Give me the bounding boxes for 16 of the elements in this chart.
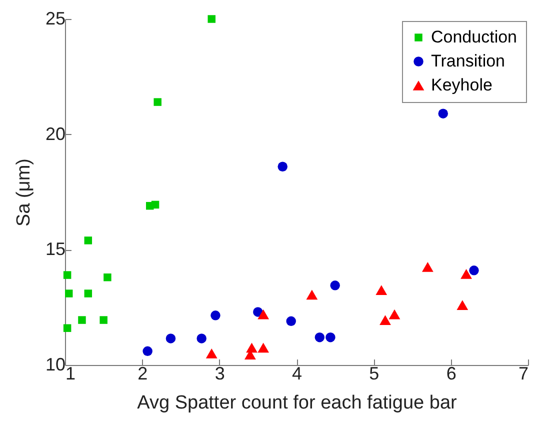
y-tick-label: 20	[45, 124, 66, 144]
x-tick-label: 6	[446, 364, 456, 384]
legend-label: Keyhole	[431, 76, 492, 94]
x-tick-label: 2	[138, 364, 148, 384]
y-tick-label: 25	[45, 8, 66, 28]
x-tick-label: 5	[369, 364, 380, 384]
x-tick-label: 4	[292, 364, 302, 384]
y-axis-title: Sa (μm)	[13, 158, 34, 226]
x-axis-title: Avg Spatter count for each fatigue bar	[137, 392, 458, 414]
y-tick-label: 10	[45, 354, 66, 374]
y-tick-label: 15	[45, 239, 66, 260]
x-tick-label: 7	[518, 364, 528, 384]
x-tick-label: 1	[66, 364, 76, 384]
legend-label: Transition	[431, 52, 506, 70]
x-tick-label: 3	[214, 364, 225, 384]
legend-label: Conduction	[431, 28, 518, 46]
